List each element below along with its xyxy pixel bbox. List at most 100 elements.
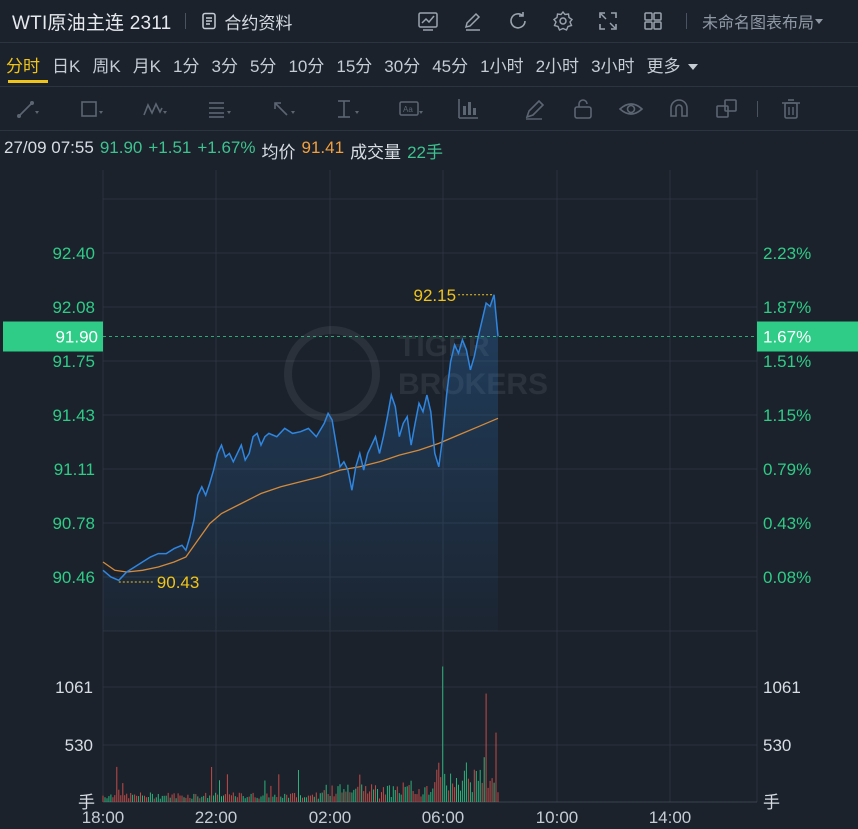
time-tick-label: 02:00 (309, 808, 352, 827)
current-price-badge (3, 321, 103, 352)
fullscreen-icon[interactable] (596, 9, 620, 33)
pct-tick-label: 2.23% (763, 244, 811, 263)
grid-layout-icon[interactable] (641, 9, 665, 33)
settings-icon[interactable] (551, 9, 575, 33)
time-tick-label: 06:00 (422, 808, 465, 827)
current-pct-badge (757, 321, 858, 352)
tab-interval-6[interactable]: 5分 (249, 56, 277, 76)
layout-selector[interactable]: 未命名图表布局 (702, 0, 824, 42)
chart-axes: 92.40 92.08 91.75 91.43 91.11 90.78 90.46 2.23%… (52, 244, 811, 827)
divider (686, 13, 687, 29)
tab-interval-3[interactable]: 月K (132, 56, 162, 76)
indicator-icon[interactable] (416, 9, 440, 33)
edit-icon[interactable] (461, 9, 485, 33)
bars-tool-icon[interactable] (456, 96, 482, 122)
price-change: +1.51 (148, 138, 192, 157)
svg-text:Aa: Aa (403, 105, 413, 114)
pct-tick-label: 0.08% (763, 568, 811, 587)
time-tick-label: 22:00 (195, 808, 238, 827)
price-tick-label: 91.11 (54, 460, 95, 479)
contract-info-button[interactable]: 合约资料 (200, 9, 292, 34)
avg-price-label: 均价 (261, 143, 296, 162)
divider (0, 42, 858, 43)
low-label: 90.43 (157, 573, 200, 592)
volume-tick-label: 530 (763, 736, 791, 755)
contract-info-label: 合约资料 (224, 13, 293, 33)
volume-unit-label: 手 (78, 793, 95, 812)
tab-interval-13[interactable]: 3小时 (591, 56, 635, 76)
pct-tick-label: 0.43% (763, 514, 811, 533)
divider (0, 86, 858, 87)
quote-info-bar: 27/09 07:55 91.90 +1.51 +1.67% 均价 91.41 … (4, 138, 443, 163)
tab-interval-10[interactable]: 45分 (432, 56, 469, 76)
drawing-toolbar: Aa (0, 88, 858, 130)
top-bar: WTI原油主连 2311 合约资料 (0, 0, 858, 42)
last-price: 91.90 (99, 138, 143, 157)
tab-interval-4[interactable]: 1分 (173, 56, 200, 76)
measure-tool-icon[interactable] (334, 96, 360, 122)
volume-tick-label: 530 (65, 736, 93, 755)
active-tab-indicator (8, 80, 48, 83)
document-icon (202, 12, 217, 30)
brush-icon[interactable] (522, 96, 548, 122)
rectangle-tool-icon[interactable] (78, 96, 104, 122)
price-tick-label: 91.43 (52, 406, 95, 425)
refresh-icon[interactable] (506, 9, 530, 33)
interval-tabs: 分时 日K 周K 月K 1分 3分 5分 10分 15分 30分 45分 1小时 2小时 3小时 更多 (0, 44, 705, 84)
price-tick-label: 91.75 (52, 352, 95, 371)
tab-interval-2[interactable]: 周K (92, 56, 121, 76)
tab-interval-7[interactable]: 10分 (288, 56, 325, 76)
pattern-tool-icon[interactable] (142, 96, 168, 122)
pct-tick-label: 1.51% (763, 352, 811, 371)
volume-unit-label: 手 (763, 793, 780, 812)
time-tick-label: 10:00 (536, 808, 579, 827)
divider (185, 13, 187, 29)
text-tool-icon[interactable]: Aa (398, 96, 424, 122)
avg-price-line (102, 417, 499, 573)
price-change-pct: +1.67% (197, 138, 256, 157)
price-area-fill (103, 294, 498, 631)
volume-tick-label: 1061 (763, 678, 801, 697)
tab-interval-0[interactable]: 分时 (6, 56, 40, 76)
lock-icon[interactable] (570, 96, 596, 122)
caret-down-icon (815, 19, 824, 24)
volume-tick-label: 1061 (55, 678, 93, 697)
avg-price-value: 91.41 (301, 138, 345, 157)
current-pct-label: 1.67% (763, 328, 811, 347)
current-price-label: 91.90 (55, 328, 98, 347)
tab-interval-8[interactable]: 15分 (336, 56, 373, 76)
price-tick-label: 92.40 (52, 244, 95, 263)
tab-interval-5[interactable]: 3分 (211, 56, 238, 76)
top-toolbar (416, 0, 697, 42)
volume-value: 22手 (407, 143, 443, 162)
tab-interval-11[interactable]: 1小时 (480, 56, 524, 76)
tab-interval-9[interactable]: 30分 (384, 56, 421, 76)
fib-tool-icon[interactable] (206, 96, 232, 122)
caret-down-icon (687, 63, 698, 70)
trash-icon[interactable] (778, 96, 804, 122)
price-line (102, 294, 499, 582)
magnet-icon[interactable] (666, 96, 692, 122)
pct-tick-label: 1.87% (763, 298, 811, 317)
tab-interval-12[interactable]: 2小时 (535, 56, 580, 76)
tab-interval-14[interactable]: 更多 (641, 52, 705, 77)
divider (757, 101, 758, 117)
symbol-title[interactable]: WTI原油主连 2311 (12, 12, 172, 34)
price-tick-label: 90.46 (52, 568, 95, 587)
volume-bars (102, 666, 499, 802)
tab-interval-1[interactable]: 日K (52, 56, 81, 76)
pct-tick-label: 0.79% (763, 460, 811, 479)
high-label: 92.15 (414, 286, 457, 305)
divider (0, 130, 858, 131)
arrow-tool-icon[interactable] (270, 96, 296, 122)
line-tool-icon[interactable] (14, 96, 40, 122)
layers-icon[interactable] (714, 96, 740, 122)
price-tick-label: 92.08 (52, 298, 95, 317)
chart-annotations: 91.90 1.67% 92.15 90.43 (3, 286, 858, 592)
volume-label: 成交量 (350, 143, 402, 162)
eye-icon[interactable] (618, 96, 644, 122)
price-tick-label: 90.78 (52, 514, 95, 533)
layout-name: 未命名图表布局 (702, 15, 815, 32)
quote-datetime: 27/09 07:55 (4, 138, 94, 157)
